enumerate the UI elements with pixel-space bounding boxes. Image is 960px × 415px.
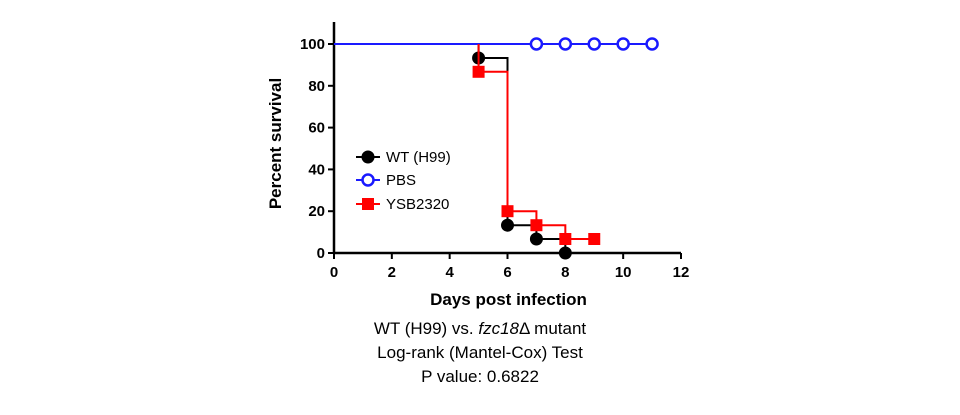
caption-test-name: Log-rank (Mantel-Cox) Test xyxy=(377,343,583,362)
legend-entry: WT (H99) xyxy=(356,149,451,166)
legend-entry: PBS xyxy=(356,172,416,189)
legend-marker xyxy=(361,173,375,187)
data-point xyxy=(558,246,572,260)
x-tick-label: 2 xyxy=(388,264,396,281)
series-line xyxy=(477,44,595,240)
survival-chart: 0 2 4 6 8 10 12 0 20 40 60 80 100 WT (H99) PBS YSB2320… xyxy=(266,22,689,309)
data-point xyxy=(529,37,544,51)
y-tick-label: 40 xyxy=(308,161,325,178)
x-axis-label: Days post infection xyxy=(430,290,587,309)
y-axis-label: Percent survival xyxy=(266,78,285,209)
caption-gene-name: fzc18 xyxy=(478,319,520,338)
series-1 xyxy=(334,37,659,51)
data-point xyxy=(501,205,514,218)
x-tick-label: 6 xyxy=(503,264,511,281)
data-point xyxy=(472,65,485,78)
data-point xyxy=(587,37,601,51)
x-tick-label: 4 xyxy=(445,264,454,281)
series-2 xyxy=(472,44,601,245)
x-tick-label: 10 xyxy=(615,264,632,281)
caption-line-1: WT (H99) vs. fzc18Δ mutant xyxy=(0,318,960,340)
caption-delta-symbol: Δ xyxy=(519,319,530,338)
y-tick-label: 80 xyxy=(308,78,325,95)
x-tick-label: 8 xyxy=(561,264,569,281)
chart-legend: WT (H99) PBS YSB2320 xyxy=(356,149,451,213)
caption-mutant: mutant xyxy=(529,319,587,338)
data-point xyxy=(558,37,573,51)
caption-comparison: WT (H99) vs. xyxy=(373,319,479,338)
caption-p-value: P value: 0.6822 xyxy=(421,367,539,386)
data-point xyxy=(501,218,514,232)
y-tick-label: 20 xyxy=(308,203,325,220)
y-tick-label: 100 xyxy=(300,36,325,53)
y-tick-label: 0 xyxy=(317,245,325,262)
legend-label: WT (H99) xyxy=(386,149,451,166)
data-point xyxy=(529,232,543,246)
legend-entry: YSB2320 xyxy=(356,196,449,213)
x-tick-label: 12 xyxy=(673,264,690,281)
x-tick-label: 0 xyxy=(330,264,338,281)
data-point xyxy=(530,219,543,232)
data-point xyxy=(559,232,572,245)
data-point xyxy=(588,232,601,245)
legend-marker xyxy=(361,150,375,164)
legend-label: YSB2320 xyxy=(386,196,449,213)
y-tick-label: 60 xyxy=(308,120,325,137)
legend-marker xyxy=(362,198,374,210)
data-point xyxy=(645,37,659,51)
chart-axes: 0 2 4 6 8 10 12 0 20 40 60 80 100 xyxy=(300,22,689,281)
legend-label: PBS xyxy=(386,172,416,189)
data-point xyxy=(616,37,630,51)
chart-series-layer xyxy=(334,37,659,260)
